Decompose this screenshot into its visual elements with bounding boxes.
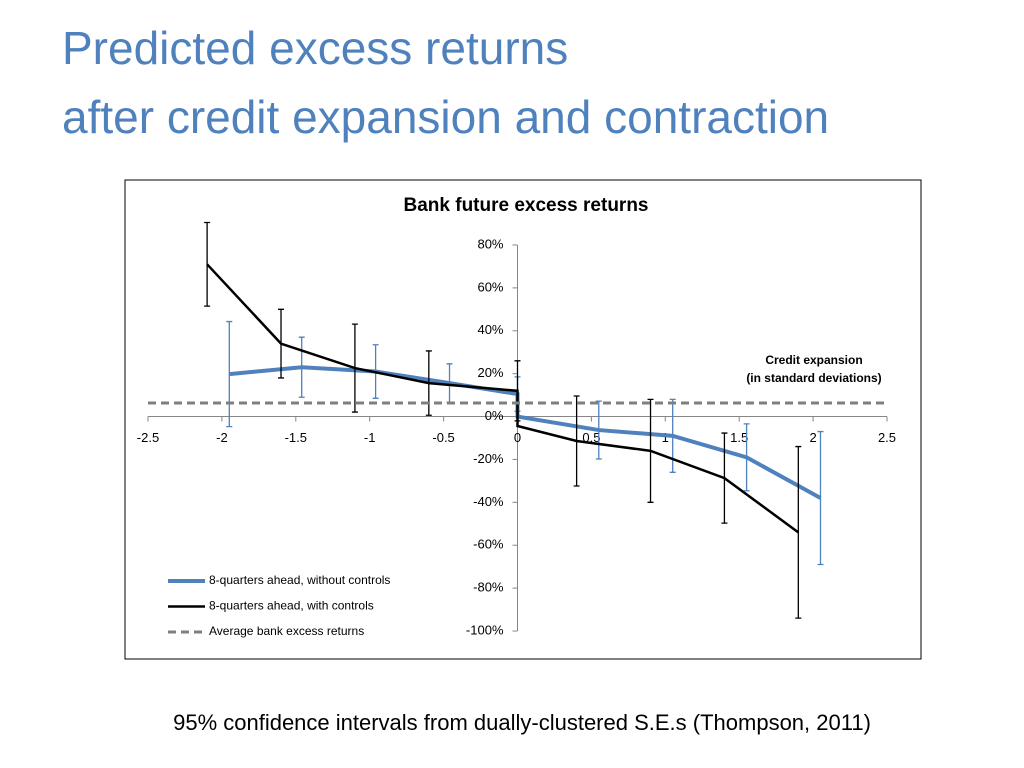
y-tick-label: 80% bbox=[477, 236, 503, 251]
x-tick-label: -1 bbox=[364, 430, 376, 445]
footnote: 95% confidence intervals from dually-clu… bbox=[173, 710, 871, 735]
y-tick-label: -20% bbox=[473, 451, 504, 466]
y-tick-label: 40% bbox=[477, 322, 503, 337]
error-bar bbox=[351, 323, 358, 413]
y-tick-label: 20% bbox=[477, 365, 503, 380]
error-bar bbox=[425, 350, 432, 416]
error-bar bbox=[298, 336, 305, 398]
error-bar bbox=[226, 320, 233, 428]
error-bar bbox=[743, 423, 750, 492]
error-bar bbox=[647, 398, 654, 503]
x-tick-label: -2.5 bbox=[137, 430, 159, 445]
x-tick-label: -1.5 bbox=[285, 430, 307, 445]
y-tick-label: -40% bbox=[473, 494, 504, 509]
error-bar bbox=[514, 360, 521, 422]
y-tick-label: -100% bbox=[466, 622, 504, 637]
slide-title: after credit expansion and contraction bbox=[62, 91, 829, 143]
slide-title: Predicted excess returns bbox=[62, 22, 568, 74]
error-bar bbox=[795, 445, 802, 619]
axis-label: Credit expansion bbox=[765, 353, 862, 367]
x-tick-label: 1 bbox=[662, 430, 669, 445]
x-tick-label: 2 bbox=[809, 430, 816, 445]
chart-title: Bank future excess returns bbox=[404, 195, 649, 216]
x-tick-label: 2.5 bbox=[878, 430, 896, 445]
y-tick-label: 0% bbox=[485, 408, 504, 423]
x-tick-label: 1.5 bbox=[730, 430, 748, 445]
x-tick-label: 0 bbox=[514, 430, 521, 445]
error-bar bbox=[278, 308, 285, 379]
error-bar bbox=[721, 432, 728, 524]
error-bar bbox=[817, 430, 824, 566]
chart-frame bbox=[124, 179, 922, 660]
y-tick-label: -60% bbox=[473, 537, 504, 552]
error-bar bbox=[573, 395, 580, 487]
legend-label: 8-quarters ahead, without controls bbox=[209, 573, 390, 587]
x-tick-label: -0.5 bbox=[432, 430, 454, 445]
error-bar bbox=[595, 400, 602, 460]
y-tick-label: 60% bbox=[477, 279, 503, 294]
y-tick-label: -80% bbox=[473, 580, 504, 595]
legend-label: Average bank excess returns bbox=[209, 624, 364, 638]
x-tick-label: -2 bbox=[216, 430, 228, 445]
error-bar bbox=[204, 221, 211, 307]
axis-label: (in standard deviations) bbox=[746, 371, 881, 385]
legend-label: 8-quarters ahead, with controls bbox=[209, 599, 374, 613]
